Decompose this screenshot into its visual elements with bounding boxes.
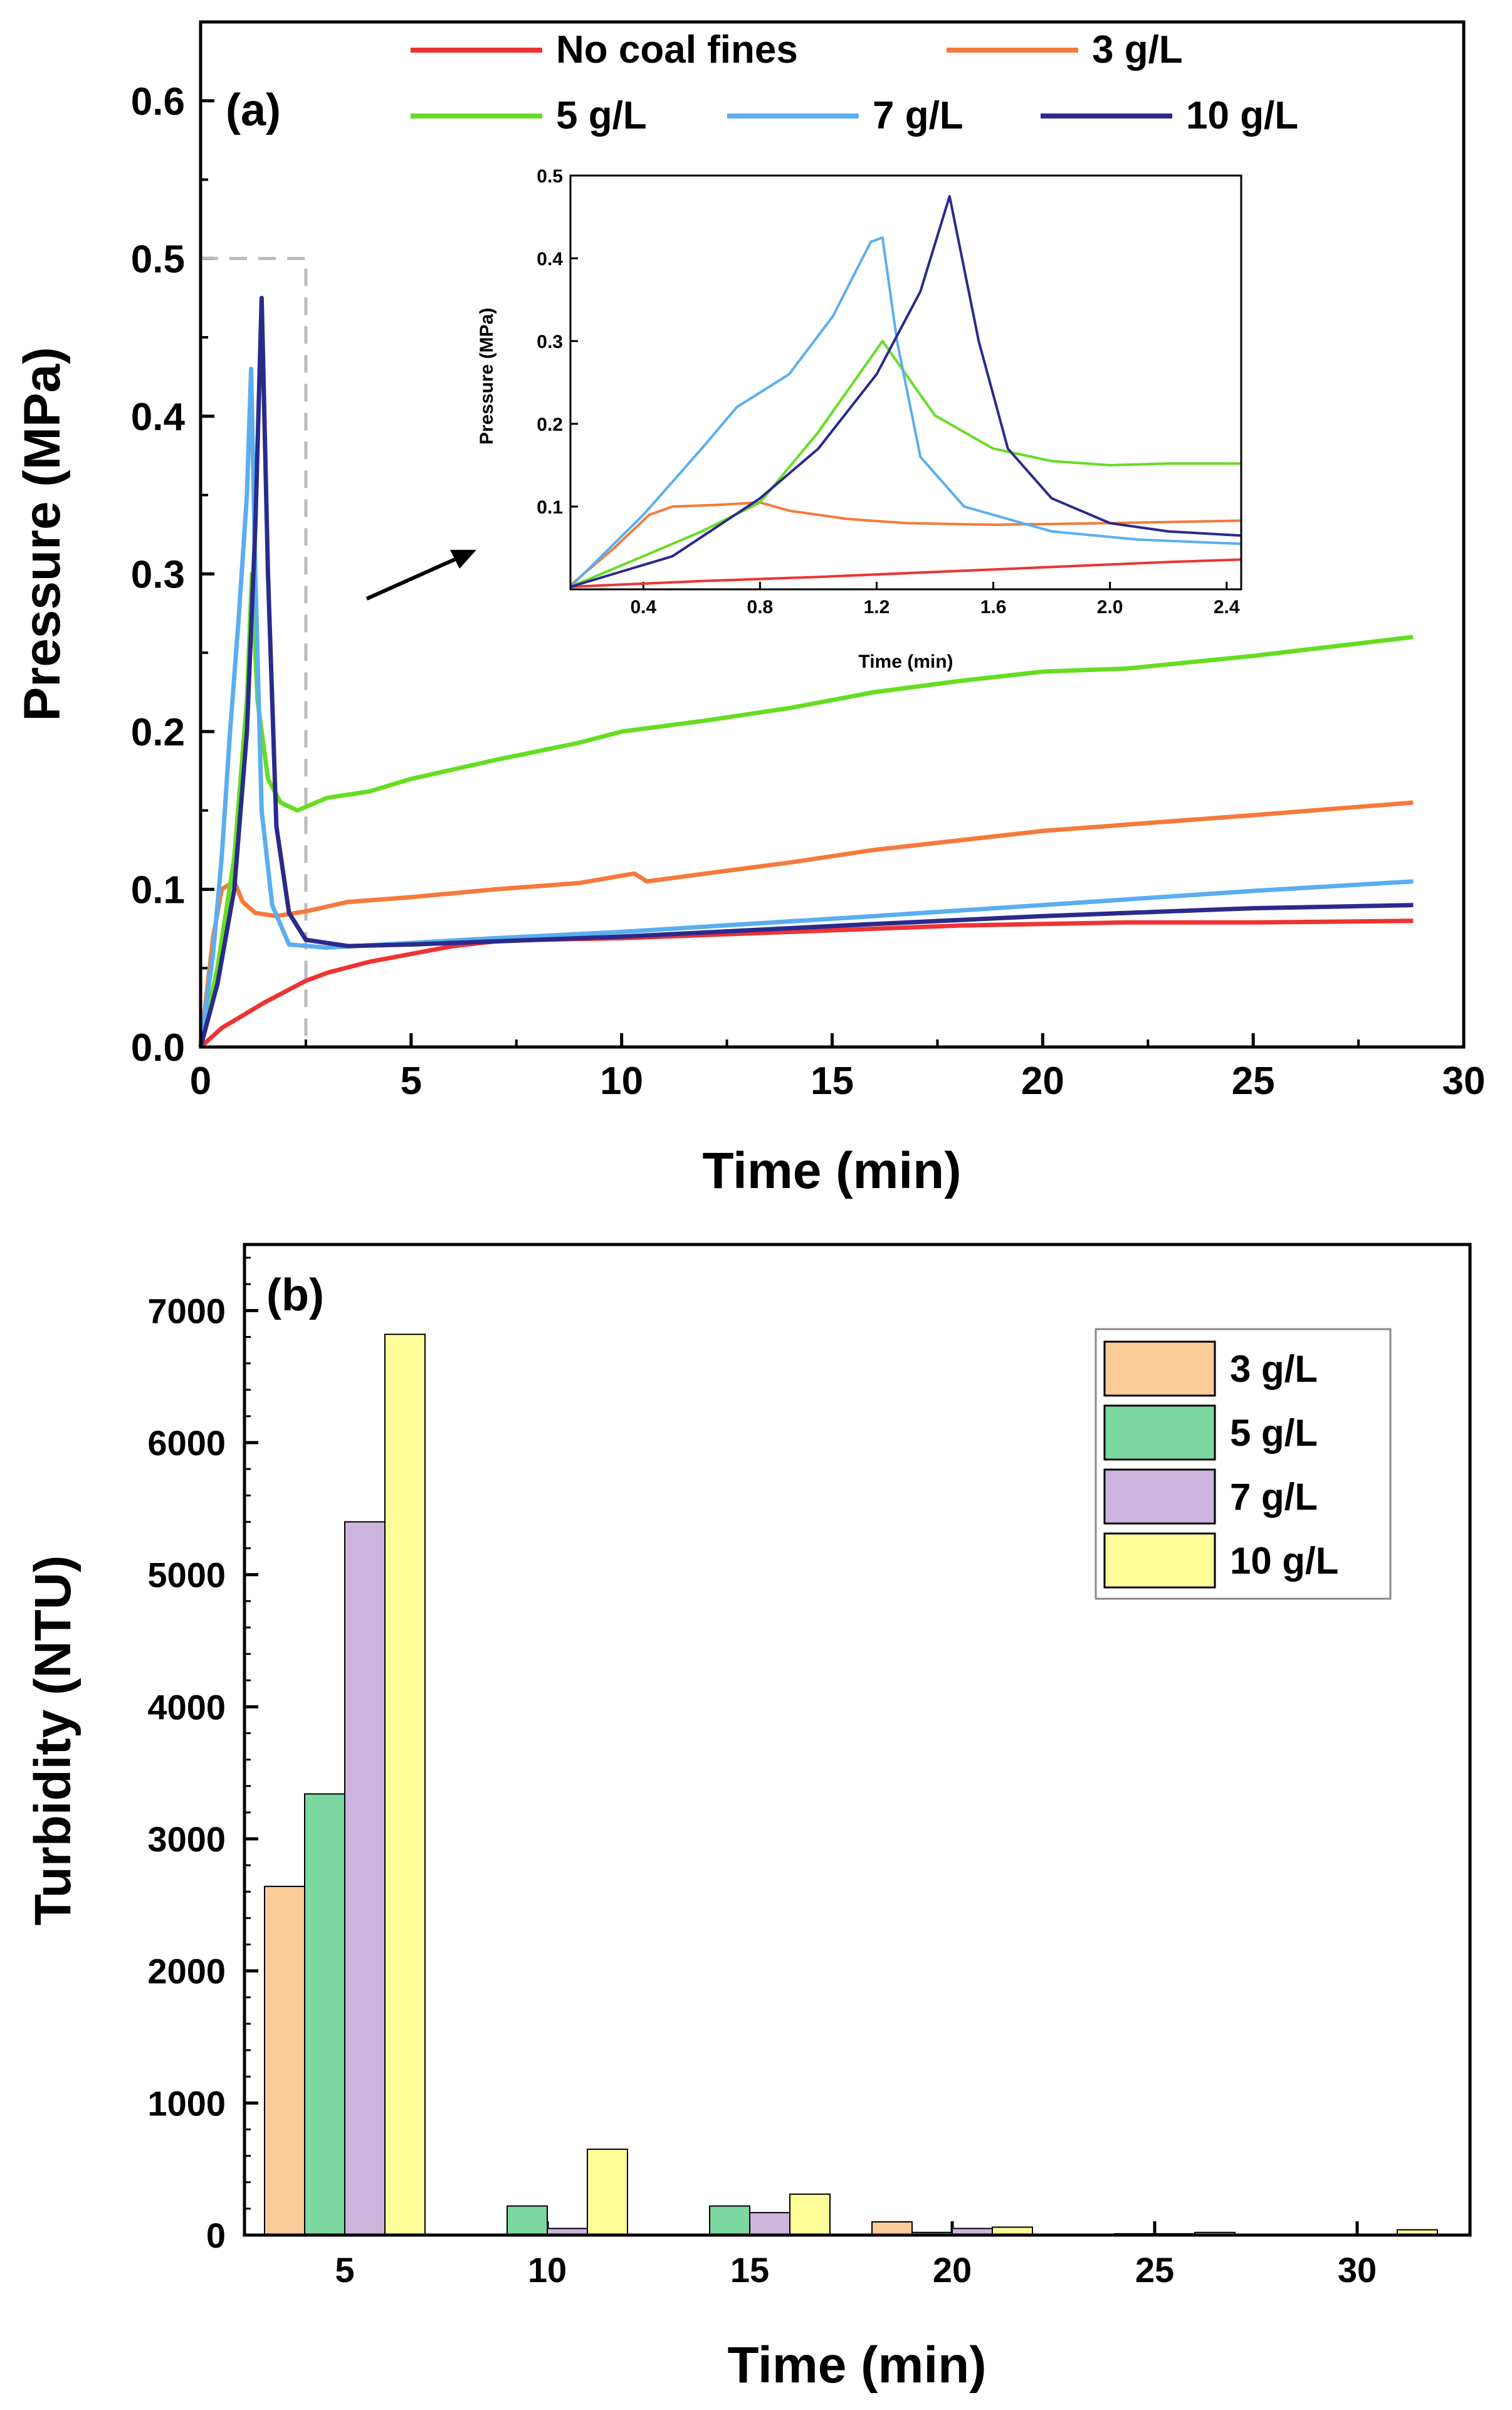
panel-a-x-tick-label: 30 [1442, 1060, 1486, 1103]
legend-label: 3 g/L [1230, 1348, 1318, 1390]
panel-a-x-tick-label: 5 [401, 1060, 422, 1103]
panel-a-y-tick-label: 0.0 [131, 1026, 185, 1070]
panel-a-y-tick-label: 0.1 [131, 868, 185, 912]
inset-x-tick-label: 0.8 [747, 597, 774, 618]
panel-a-y-axis-title: Pressure (MPa) [14, 347, 71, 721]
panel-a: 0 5 10 15 20 25 30 0.0 0.1 0.2 0.3 0.4 0.5 0.6 (a) Ti… [14, 20, 1486, 1199]
panel-b-bars [264, 1334, 1438, 2236]
panel-a-x-tick-label: 10 [600, 1060, 643, 1103]
panel-b-x-tick-label: 5 [335, 2250, 354, 2290]
inset-x-tick-label: 2.0 [1097, 597, 1123, 618]
bar-10-g-l-t15 [789, 2193, 831, 2236]
panel-a-x-tick-label: 25 [1232, 1060, 1275, 1103]
inset-y-tick-label: 0.2 [537, 414, 563, 435]
inset-y-tick-label: 0.1 [537, 497, 563, 518]
inset-x-tick-label: 0.4 [630, 597, 656, 618]
inset-plot: 0.4 0.8 1.2 1.6 2.0 2.4 0.1 0.2 0.3 0.4 0.5 Time (… [476, 166, 1242, 672]
bar-5-g-l-t10 [507, 2205, 548, 2236]
panel-b-x-tick-label: 30 [1338, 2250, 1377, 2290]
panel-b-x-axis-title: Time (min) [727, 2337, 986, 2394]
inset-x-tick-label: 2.4 [1214, 597, 1240, 618]
legend-label: 10 g/L [1186, 94, 1298, 137]
series-line-7-g-l [198, 366, 1414, 1048]
series-line-3-g-l [198, 800, 1414, 1048]
panel-a-label: (a) [226, 85, 281, 135]
inset-tick-labels: 0.4 0.8 1.2 1.6 2.0 2.4 0.1 0.2 0.3 0.4 0.5 [537, 166, 1240, 618]
inset-y-tick-label: 0.5 [537, 166, 563, 187]
bar-3-g-l-t20 [871, 2221, 913, 2236]
panel-a-x-tick-label: 15 [811, 1060, 854, 1103]
panel-b-x-tick-label: 15 [730, 2250, 769, 2290]
inset-y-axis-title: Pressure (MPa) [476, 308, 497, 445]
panel-a-y-tick-label: 0.4 [131, 396, 186, 439]
panel-b-y-tick-label: 0 [206, 2216, 226, 2255]
legend-label: 7 g/L [873, 94, 963, 137]
series-line-10-g-l [198, 295, 1414, 1048]
bar-10-g-l-t5 [384, 1334, 426, 2236]
inset-y-tick-label: 0.4 [537, 249, 563, 270]
inset-x-axis-title: Time (min) [858, 651, 953, 672]
panel-b-tick-labels: 0 1000 2000 3000 4000 5000 6000 7000 5 10 15 20 25 30 [147, 1291, 1377, 2290]
panel-a-y-tick-label: 0.6 [131, 80, 185, 124]
legend-label: No coal fines [556, 28, 798, 71]
series-line-no-coal-fines [199, 918, 1414, 1049]
panel-b-x-tick-label: 25 [1135, 2250, 1174, 2290]
legend-swatch [1103, 1340, 1216, 1397]
legend-label: 10 g/L [1230, 1540, 1338, 1582]
inset-x-tick-label: 1.2 [864, 597, 890, 618]
bar-10-g-l-t10 [587, 2149, 628, 2236]
panel-b-x-tick-label: 10 [528, 2250, 567, 2290]
panel-a-x-tick-label: 0 [190, 1060, 211, 1103]
inset-series-line-10-g-l [570, 195, 1242, 588]
inset-x-tick-label: 1.6 [980, 597, 1007, 618]
panel-b-frame [243, 1243, 1472, 2237]
panel-a-y-tick-label: 0.5 [131, 238, 185, 281]
panel-a-y-tick-label: 0.2 [131, 711, 185, 754]
panel-b: 0 1000 2000 3000 4000 5000 6000 7000 5 10 15 20 25 30… [24, 1243, 1472, 2394]
panel-b-legend: 3 g/L 5 g/L 7 g/L 10 g/L [1095, 1328, 1392, 1600]
legend-label: 7 g/L [1230, 1476, 1318, 1518]
panel-b-y-tick-label: 4000 [147, 1687, 226, 1727]
bar-7-g-l-t5 [344, 1521, 386, 2236]
legend-label: 3 g/L [1092, 28, 1183, 71]
inset-series-line-7-g-l [569, 236, 1242, 588]
inset-arrow-icon [365, 550, 476, 601]
panel-a-legend: No coal fines 3 g/L 5 g/L 7 g/L 10 g/L [411, 28, 1298, 137]
panel-b-y-tick-label: 5000 [147, 1555, 226, 1595]
inset-series-line-no-coal-fines [570, 558, 1242, 588]
panel-a-x-tick-label: 20 [1021, 1060, 1064, 1103]
panel-a-y-tick-label: 0.3 [131, 553, 185, 596]
inset-series [569, 195, 1242, 588]
panel-b-y-tick-label: 6000 [147, 1423, 226, 1463]
legend-label: 5 g/L [556, 94, 647, 137]
bar-5-g-l-t15 [709, 2205, 750, 2236]
series-line-5-g-l [198, 571, 1414, 1048]
panel-a-x-axis-title: Time (min) [702, 1142, 961, 1199]
bar-3-g-l-t5 [264, 1885, 305, 2236]
panel-b-y-tick-label: 1000 [147, 2083, 226, 2123]
bar-7-g-l-t15 [749, 2212, 790, 2236]
panel-a-tick-labels: 0 5 10 15 20 25 30 0.0 0.1 0.2 0.3 0.4 0.5 0.6 [131, 80, 1486, 1103]
legend-swatch [1103, 1404, 1216, 1461]
panel-b-y-tick-label: 3000 [147, 1819, 226, 1859]
panel-a-frame [199, 20, 1466, 1049]
legend-label: 5 g/L [1230, 1412, 1318, 1454]
inset-frame [569, 174, 1242, 591]
bar-5-g-l-t5 [304, 1793, 345, 2236]
legend-swatch [1103, 1532, 1216, 1589]
panel-b-x-tick-label: 20 [933, 2250, 972, 2290]
inset-y-tick-label: 0.3 [537, 332, 563, 352]
panel-a-series [198, 295, 1414, 1049]
panel-b-y-tick-label: 2000 [147, 1952, 226, 1991]
inset-series-line-3-g-l [569, 501, 1242, 586]
inset-series-line-5-g-l [570, 340, 1241, 588]
panel-b-y-tick-label: 7000 [147, 1291, 226, 1330]
panel-b-label: (b) [266, 1270, 324, 1320]
panel-b-y-axis-title: Turbidity (NTU) [24, 1555, 81, 1926]
legend-swatch [1103, 1468, 1216, 1525]
